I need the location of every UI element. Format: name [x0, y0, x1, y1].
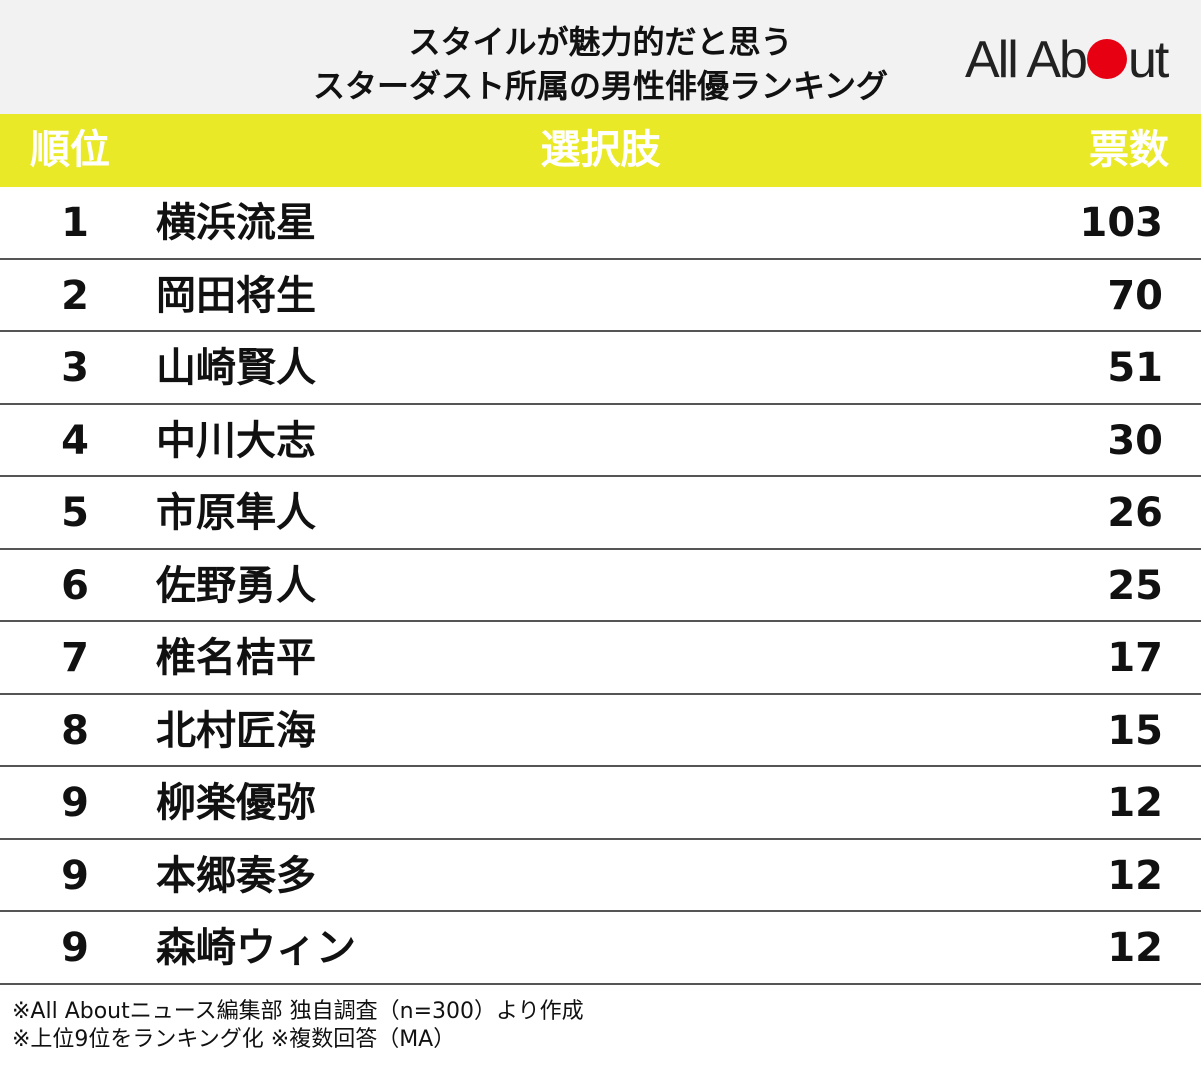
rank-cell: 6 — [61, 562, 89, 609]
footnote-line-2: ※上位9位をランキング化 ※複数回答（MA） — [12, 1027, 456, 1052]
votes-cell: 17 — [1107, 635, 1163, 681]
logo-text-b: ut — [1127, 31, 1169, 89]
ranking-table-body: 1 横浜流星 103 2 岡田将生 70 3 山崎賢人 51 4 中川大志 30 5 市原隼人 26 6 佐野勇… — [0, 187, 1201, 985]
footnote-line-1: ※All Aboutニュース編集部 独自調査（n=300）より作成 — [12, 999, 584, 1024]
table-row: 9 本郷奏多 12 — [0, 840, 1201, 912]
rank-cell: 2 — [61, 272, 89, 319]
rank-cell: 9 — [61, 925, 89, 971]
name-cell: 椎名桔平 — [156, 635, 316, 681]
table-row: 9 柳楽優弥 12 — [0, 767, 1201, 840]
votes-cell: 103 — [1079, 200, 1164, 246]
table-row: 3 山崎賢人 51 — [0, 332, 1201, 405]
votes-cell: 70 — [1107, 272, 1163, 319]
name-cell: 山崎賢人 — [156, 345, 316, 391]
rank-cell: 8 — [61, 707, 89, 754]
votes-cell: 51 — [1107, 345, 1163, 391]
table-header: 順位 選択肢 票数 — [0, 114, 1201, 187]
table-row: 5 市原隼人 26 — [0, 477, 1201, 550]
votes-cell: 30 — [1107, 417, 1163, 464]
header: スタイルが魅力的だと思う スターダスト所属の男性俳優ランキング All Ab ut — [0, 0, 1201, 114]
name-cell: 市原隼人 — [156, 490, 316, 536]
column-header-votes: 票数 — [1089, 127, 1169, 173]
name-cell: 森崎ウィン — [156, 925, 356, 971]
rank-cell: 9 — [61, 852, 89, 899]
table-row: 7 椎名桔平 17 — [0, 622, 1201, 695]
name-cell: 佐野勇人 — [156, 562, 316, 609]
page-title: スタイルが魅力的だと思う スターダスト所属の男性俳優ランキング — [0, 20, 1201, 108]
name-cell: 岡田将生 — [156, 272, 316, 319]
table-row: 2 岡田将生 70 — [0, 260, 1201, 332]
name-cell: 中川大志 — [156, 417, 316, 464]
rank-cell: 4 — [61, 417, 89, 464]
votes-cell: 25 — [1107, 562, 1163, 609]
all-about-logo: All Ab ut — [965, 30, 1185, 90]
name-cell: 柳楽優弥 — [156, 780, 316, 826]
name-cell: 本郷奏多 — [156, 852, 316, 899]
rank-cell: 9 — [61, 780, 89, 826]
votes-cell: 12 — [1107, 925, 1163, 971]
rank-cell: 7 — [61, 635, 89, 681]
votes-cell: 15 — [1107, 707, 1163, 754]
column-header-choice: 選択肢 — [540, 127, 661, 173]
rank-cell: 1 — [61, 200, 89, 246]
title-line-2: スターダスト所属の男性俳優ランキング — [312, 67, 889, 105]
votes-cell: 12 — [1107, 852, 1163, 899]
table-row: 9 森崎ウィン 12 — [0, 912, 1201, 985]
votes-cell: 26 — [1107, 490, 1163, 536]
table-row: 1 横浜流星 103 — [0, 187, 1201, 260]
name-cell: 横浜流星 — [156, 200, 316, 246]
logo-text-a: All Ab — [965, 31, 1088, 89]
rank-cell: 3 — [61, 345, 89, 391]
logo-red-dot — [1086, 39, 1127, 79]
footnote: ※All Aboutニュース編集部 独自調査（n=300）より作成 ※上位9位を… — [12, 998, 584, 1054]
rank-cell: 5 — [61, 490, 89, 536]
votes-cell: 12 — [1107, 780, 1163, 826]
table-row: 8 北村匠海 15 — [0, 695, 1201, 767]
title-line-1: スタイルが魅力的だと思う — [408, 23, 793, 61]
table-row: 6 佐野勇人 25 — [0, 550, 1201, 622]
column-header-rank: 順位 — [30, 127, 110, 173]
table-row: 4 中川大志 30 — [0, 405, 1201, 477]
name-cell: 北村匠海 — [156, 707, 316, 754]
